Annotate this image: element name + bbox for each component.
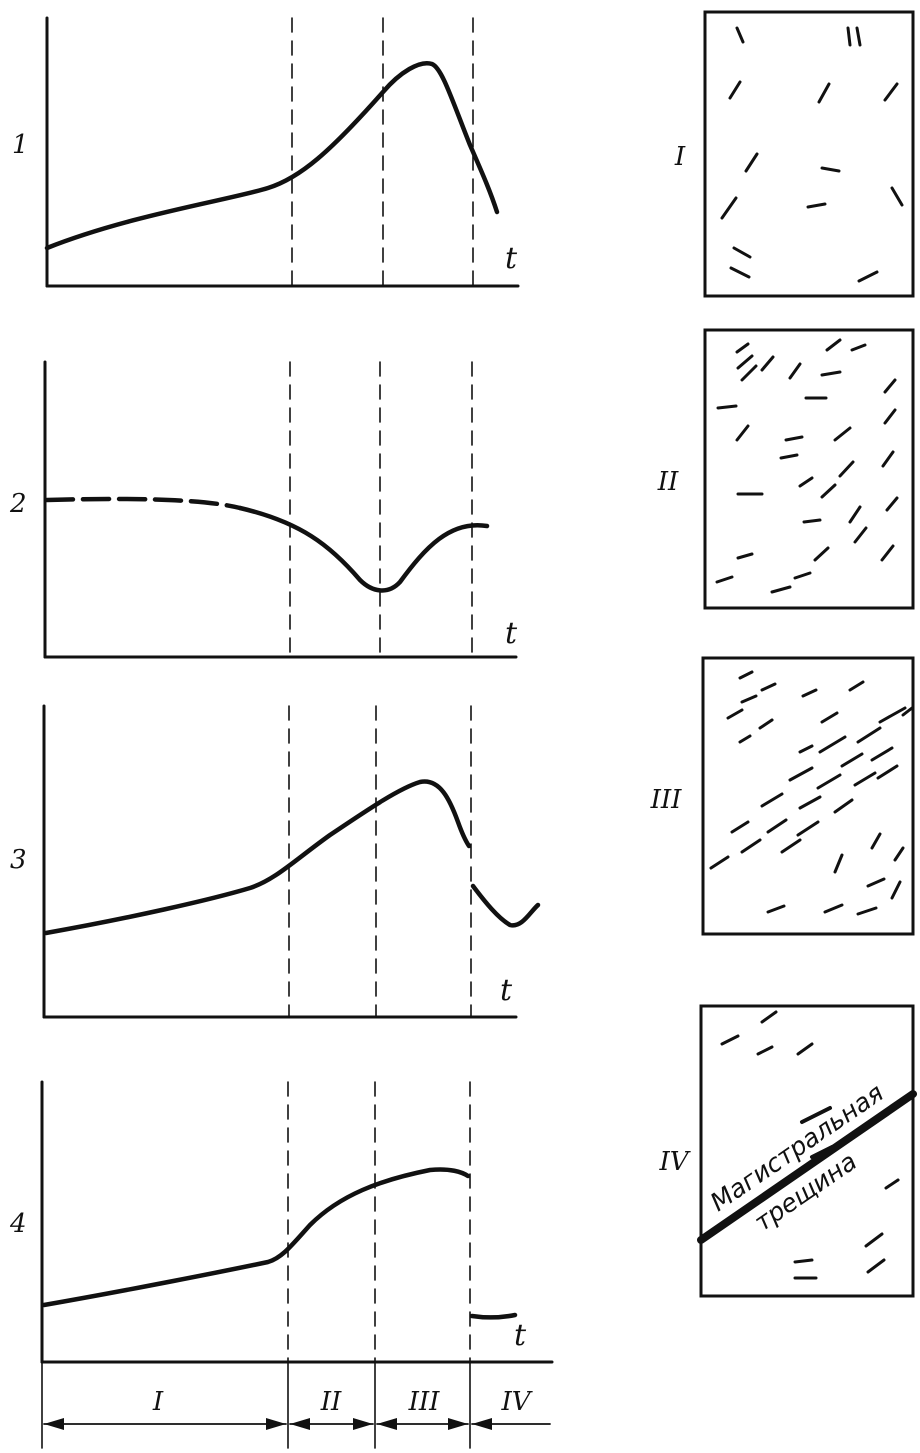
graph-2-curve-dashed	[44, 496, 243, 511]
graph-4-curve-main	[41, 1167, 471, 1308]
graph-4-t-label: t	[514, 1318, 527, 1353]
stage-label-4: IV	[500, 1387, 532, 1417]
graph-4: 4 t	[9, 1080, 554, 1364]
stage-arrow-3	[376, 1418, 469, 1430]
graph-1: 1 t	[12, 16, 520, 288]
panel-2-label: II	[657, 467, 679, 497]
panel-2-frame	[703, 328, 915, 610]
stage-arrow-2	[289, 1418, 374, 1430]
stage-arrow-1	[43, 1418, 287, 1430]
panel-3: III	[650, 656, 915, 936]
graph-3-t-label: t	[500, 973, 513, 1008]
graph-1-t-label: t	[505, 241, 518, 276]
graph-3-number: 3	[10, 845, 27, 875]
panel-1-label: I	[674, 142, 686, 172]
stage-scale: I II III IV	[41, 1361, 551, 1449]
graph-4-curve-after-break	[469, 1312, 518, 1320]
stage-arrow-4	[471, 1418, 551, 1430]
graph-2-number: 2	[9, 489, 27, 519]
graph-3-curve-after-break	[470, 883, 541, 928]
graph-1-number: 1	[12, 130, 29, 160]
panel-1: I	[674, 10, 915, 298]
stage-label-3: III	[408, 1387, 441, 1417]
stage-label-1: I	[152, 1387, 164, 1417]
main-crack-line	[697, 1090, 917, 1244]
panel-4-microcracks	[720, 1010, 900, 1280]
panel-3-microcracks	[709, 670, 914, 916]
panel-3-label: III	[650, 785, 683, 815]
graph-3-curve-main	[43, 779, 472, 936]
panel-3-frame	[701, 656, 915, 936]
panel-1-microcracks	[720, 26, 904, 283]
graph-4-number: 4	[9, 1209, 27, 1239]
panel-4-frame	[699, 1004, 915, 1298]
graph-1-curve	[44, 60, 500, 251]
panel-2: II	[657, 328, 915, 610]
panel-4-label: IV	[658, 1147, 690, 1177]
graph-2: 2 t	[9, 360, 518, 659]
graph-3: 3 t	[10, 704, 541, 1019]
graph-2-t-label: t	[505, 616, 518, 651]
panel-4: IV Магистральная трещина	[658, 1004, 917, 1298]
stage-label-2: II	[320, 1387, 342, 1417]
panel-1-frame	[703, 10, 915, 298]
graph-2-curve	[237, 505, 490, 593]
panel-2-microcracks	[715, 338, 899, 594]
